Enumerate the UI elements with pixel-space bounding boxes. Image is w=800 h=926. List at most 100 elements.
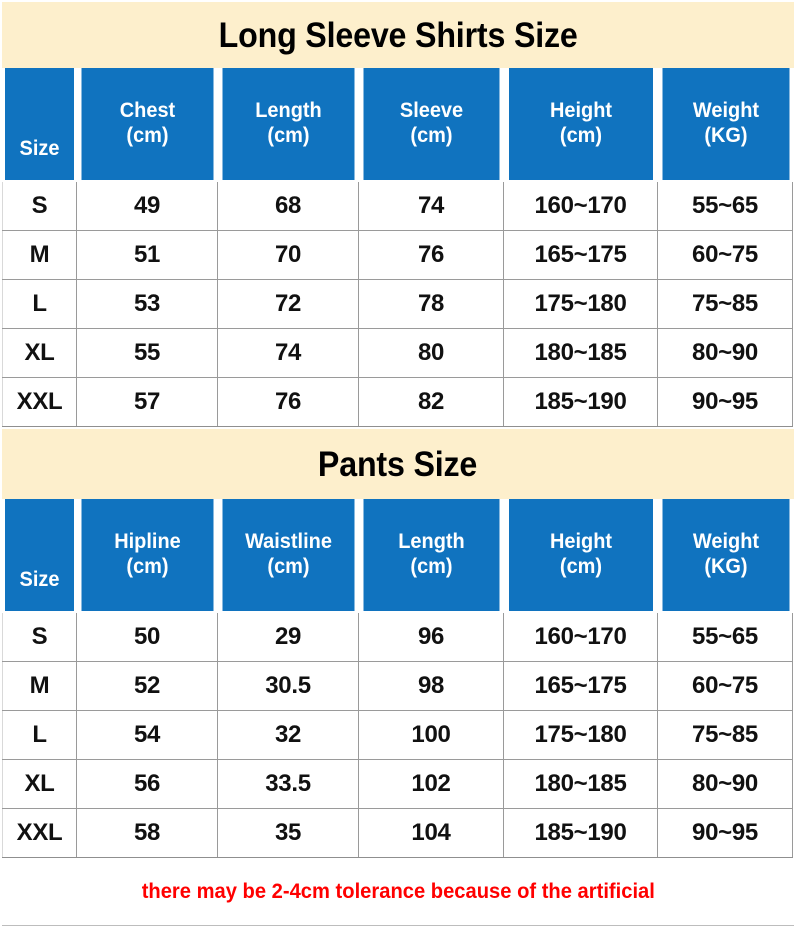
cell-waistline: 35 — [217, 808, 359, 858]
shirts-col-length: Length (cm) — [221, 68, 356, 182]
cell-weight: 90~95 — [657, 377, 793, 427]
pants-col-hipline-label: Hipline — [113, 530, 181, 554]
cell-size: S — [2, 181, 77, 231]
pants-col-size-label: Size — [19, 568, 59, 592]
cell-chest: 49 — [76, 181, 218, 231]
shirts-title-band: Long Sleeve Shirts Size — [2, 2, 794, 68]
cell-chest: 51 — [76, 230, 218, 280]
cell-height: 160~170 — [503, 612, 658, 662]
shirts-col-height-label: Height — [549, 99, 612, 123]
cell-length: 74 — [217, 328, 359, 378]
cell-length: 102 — [358, 759, 504, 809]
pants-col-length-unit: (cm) — [409, 555, 453, 578]
pants-size-table: Size Hipline (cm) Waistline (cm) Length … — [2, 499, 793, 858]
cell-size: XXL — [2, 808, 77, 858]
cell-waistline: 30.5 — [217, 661, 359, 711]
cell-length: 70 — [217, 230, 359, 280]
cell-length: 68 — [217, 181, 359, 231]
shirts-col-sleeve-label: Sleeve — [399, 99, 463, 123]
table-row: XXL 58 35 104 185~190 90~95 — [2, 808, 793, 858]
cell-height: 175~180 — [503, 279, 658, 329]
shirts-col-chest: Chest (cm) — [80, 68, 215, 182]
cell-size: XXL — [2, 377, 77, 427]
cell-height: 185~190 — [503, 808, 658, 858]
cell-height: 185~190 — [503, 377, 658, 427]
shirts-col-size-label: Size — [19, 137, 59, 161]
cell-hipline: 52 — [76, 661, 218, 711]
cell-hipline: 58 — [76, 808, 218, 858]
tolerance-note-row: there may be 2-4cm tolerance because of … — [2, 858, 794, 926]
cell-weight: 75~85 — [657, 279, 793, 329]
cell-weight: 80~90 — [657, 328, 793, 378]
cell-weight: 80~90 — [657, 759, 793, 809]
shirts-col-weight-unit: (KG) — [703, 124, 748, 147]
pants-title-band: Pants Size — [2, 429, 794, 499]
cell-weight: 60~75 — [657, 230, 793, 280]
shirts-col-height: Height (cm) — [507, 68, 655, 182]
cell-hipline: 54 — [76, 710, 218, 760]
cell-size: XL — [2, 759, 77, 809]
table-row: M 51 70 76 165~175 60~75 — [2, 230, 793, 280]
pants-col-size: Size — [4, 499, 76, 613]
pants-col-weight-unit: (KG) — [703, 555, 748, 578]
cell-length: 72 — [217, 279, 359, 329]
pants-col-length: Length (cm) — [362, 499, 501, 613]
cell-hipline: 56 — [76, 759, 218, 809]
table-row: M 52 30.5 98 165~175 60~75 — [2, 661, 793, 711]
pants-col-weight: Weight (KG) — [660, 499, 790, 613]
cell-size: L — [2, 279, 77, 329]
table-row: XL 56 33.5 102 180~185 80~90 — [2, 759, 793, 809]
cell-weight: 90~95 — [657, 808, 793, 858]
shirts-size-table: Size Chest (cm) Length (cm) Sleeve (cm) … — [2, 68, 793, 427]
table-row: XXL 57 76 82 185~190 90~95 — [2, 377, 793, 427]
table-row: S 50 29 96 160~170 55~65 — [2, 612, 793, 662]
shirts-col-chest-unit: (cm) — [125, 124, 169, 147]
cell-weight: 60~75 — [657, 661, 793, 711]
shirts-col-size: Size — [4, 68, 76, 182]
pants-header-row: Size Hipline (cm) Waistline (cm) Length … — [3, 499, 793, 613]
table-row: L 54 32 100 175~180 75~85 — [2, 710, 793, 760]
pants-table-body: S 50 29 96 160~170 55~65 M 52 30.5 98 16… — [2, 612, 793, 858]
cell-weight: 75~85 — [657, 710, 793, 760]
pants-col-length-label: Length — [397, 530, 465, 554]
cell-length: 98 — [358, 661, 504, 711]
shirts-col-weight: Weight (KG) — [660, 68, 790, 182]
shirts-col-weight-label: Weight — [692, 99, 759, 123]
pants-title: Pants Size — [318, 444, 478, 484]
cell-length: 104 — [358, 808, 504, 858]
tolerance-note: there may be 2-4cm tolerance because of … — [141, 880, 655, 903]
cell-height: 180~185 — [503, 328, 658, 378]
cell-chest: 53 — [76, 279, 218, 329]
cell-height: 165~175 — [503, 661, 658, 711]
cell-length: 76 — [217, 377, 359, 427]
cell-height: 180~185 — [503, 759, 658, 809]
shirts-col-length-label: Length — [254, 99, 322, 123]
shirts-title: Long Sleeve Shirts Size — [218, 15, 578, 55]
cell-size: M — [2, 661, 77, 711]
pants-col-hipline-unit: (cm) — [125, 555, 169, 578]
cell-hipline: 50 — [76, 612, 218, 662]
shirts-header-row: Size Chest (cm) Length (cm) Sleeve (cm) … — [3, 68, 793, 182]
cell-height: 175~180 — [503, 710, 658, 760]
cell-waistline: 29 — [217, 612, 359, 662]
pants-col-height: Height (cm) — [507, 499, 655, 613]
cell-chest: 57 — [76, 377, 218, 427]
shirts-table-head: Size Chest (cm) Length (cm) Sleeve (cm) … — [3, 68, 793, 182]
cell-height: 160~170 — [503, 181, 658, 231]
cell-length: 96 — [358, 612, 504, 662]
cell-weight: 55~65 — [657, 612, 793, 662]
cell-sleeve: 82 — [358, 377, 504, 427]
cell-waistline: 33.5 — [217, 759, 359, 809]
table-row: XL 55 74 80 180~185 80~90 — [2, 328, 793, 378]
cell-size: M — [2, 230, 77, 280]
cell-height: 165~175 — [503, 230, 658, 280]
shirts-col-sleeve-unit: (cm) — [409, 124, 453, 147]
cell-sleeve: 78 — [358, 279, 504, 329]
pants-col-waistline-unit: (cm) — [266, 555, 310, 578]
pants-col-hipline: Hipline (cm) — [80, 499, 215, 613]
pants-col-height-unit: (cm) — [559, 555, 602, 578]
pants-col-waistline: Waistline (cm) — [221, 499, 356, 613]
cell-sleeve: 80 — [358, 328, 504, 378]
cell-sleeve: 76 — [358, 230, 504, 280]
